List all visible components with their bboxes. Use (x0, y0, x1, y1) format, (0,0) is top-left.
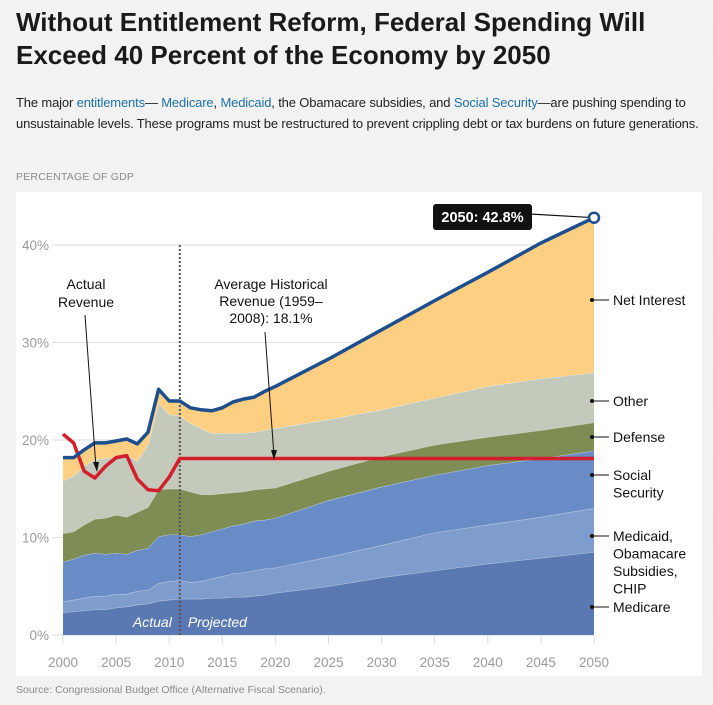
area-medicaid-obamacare-subsidies-chip (63, 508, 594, 613)
actual-period-label: Actual (132, 614, 173, 630)
series-label: Medicare (613, 599, 671, 615)
description: The major entitlements— Medicare, Medica… (16, 92, 706, 134)
annotation-actual-revenue: Revenue (58, 294, 114, 310)
series-label-dot (590, 473, 594, 477)
y-axis-label: PERCENTAGE OF GDP (16, 171, 135, 183)
description-text: —are pushing spending to unsustainable l… (16, 95, 699, 131)
area-other (63, 372, 594, 534)
x-tick-label: 2050 (579, 655, 609, 670)
x-tick-label: 2005 (101, 655, 131, 670)
callout-box (433, 204, 532, 230)
y-tick-label: 20% (22, 433, 49, 448)
annotation-average-revenue: 2008): 18.1% (229, 310, 312, 326)
area-medicare (63, 552, 594, 635)
x-tick-label: 2010 (154, 655, 184, 670)
total-spending-line (63, 216, 595, 460)
x-tick-label: 2000 (48, 655, 78, 670)
series-label: Security (613, 485, 664, 501)
series-label: Subsidies, (613, 563, 678, 579)
x-tick-label: 2035 (420, 655, 450, 670)
x-tick-label: 2025 (313, 655, 343, 670)
series-label-dot (590, 605, 594, 609)
annotation-arrow (264, 331, 275, 457)
series-label: Social (613, 467, 651, 483)
area-social-security (63, 450, 594, 602)
series-label: Net Interest (613, 292, 685, 308)
source-note: Source: Congressional Budget Office (Alt… (16, 684, 326, 696)
page-title: Without Entitlement Reform, Federal Spen… (16, 7, 646, 70)
series-label-dot (590, 435, 594, 439)
series-label: Defense (613, 429, 665, 445)
callout-leader (529, 213, 595, 219)
projected-period-label: Projected (188, 614, 248, 630)
x-tick-label: 2030 (367, 655, 397, 670)
series-label-dot (590, 298, 594, 302)
description-link[interactable]: entitlements (76, 95, 145, 110)
arrowhead (271, 450, 277, 460)
series-label: CHIP (613, 581, 646, 597)
series-label: Medicaid, (613, 528, 673, 544)
area-net-interest (63, 217, 594, 481)
annotation-average-revenue: Revenue (1959– (219, 293, 323, 309)
y-tick-label: 30% (22, 336, 49, 351)
endpoint-marker (587, 211, 601, 224)
callout-label: 2050: 42.8% (441, 210, 523, 226)
y-tick-label: 40% (22, 238, 49, 253)
series-label-dot (590, 534, 594, 538)
description-link[interactable]: Social Security (453, 95, 538, 110)
x-tick-label: 2015 (207, 655, 237, 670)
y-tick-label: 10% (22, 531, 49, 546)
annotation-average-revenue: Average Historical (214, 276, 327, 292)
description-text: The major (16, 95, 77, 110)
description-text: , the Obamacare subsidies, and (271, 95, 454, 110)
y-tick-label: 0% (29, 628, 49, 643)
revenue-line (61, 432, 594, 493)
annotation-arrow (84, 314, 97, 469)
x-tick-label: 2040 (473, 655, 503, 670)
description-link[interactable]: Medicare (161, 95, 214, 110)
description-text: — (144, 95, 162, 110)
description-text: , (213, 95, 221, 110)
arrowhead (93, 462, 99, 472)
annotation-actual-revenue: Actual (67, 276, 106, 292)
series-label: Other (613, 393, 648, 409)
x-tick-label: 2020 (260, 655, 290, 670)
series-label-dot (590, 399, 594, 403)
series-label: Obamacare (613, 546, 686, 562)
description-link[interactable]: Medicaid (220, 95, 272, 110)
x-tick-label: 2045 (526, 655, 556, 670)
